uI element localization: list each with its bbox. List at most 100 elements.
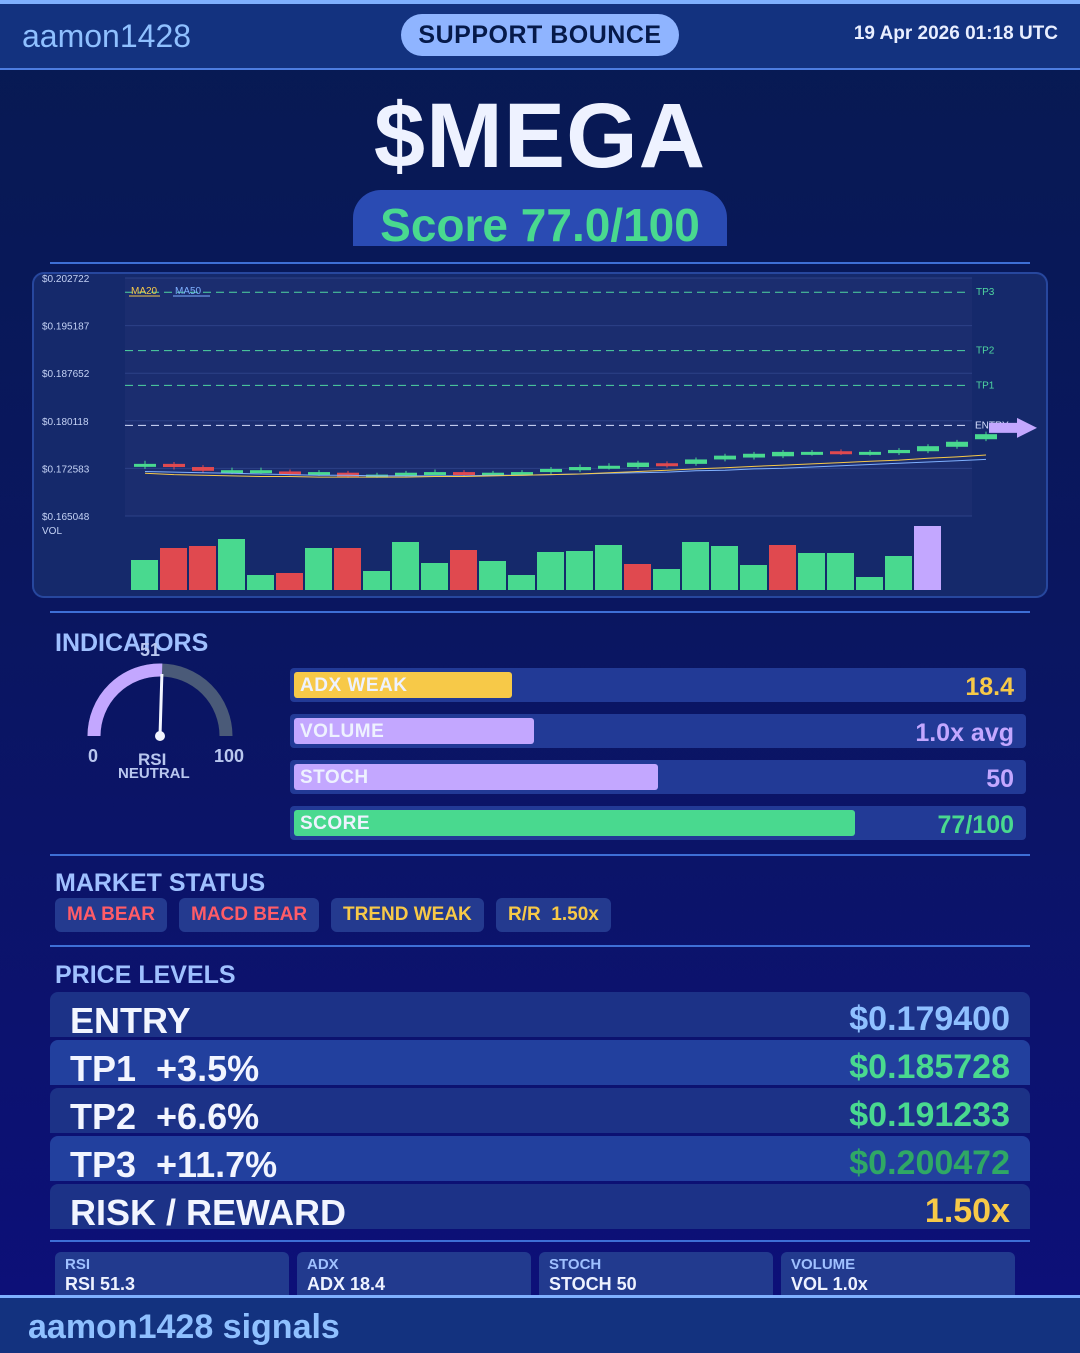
candle-body [743,453,765,458]
volume-bar [363,571,390,590]
section-divider [50,1240,1030,1242]
indicator-bar-value: 1.0x avg [915,719,1014,747]
level-line-label: TP2 [976,346,995,357]
chart-plot-area [125,278,972,516]
candle-body [888,449,910,454]
indicator-bar-stoch: STOCH 50 [290,760,1026,794]
volume-bar [218,539,245,590]
volume-bar [769,545,796,590]
candle-body [221,470,243,474]
indicator-bar-label: VOLUME [300,721,385,742]
level-name: TP1 +3.5% [70,1048,260,1089]
y-tick-label: $0.202722 [42,274,90,285]
volume-bar [247,575,274,590]
summary-card-label: STOCH [549,1256,602,1273]
volume-bar [160,548,187,590]
summary-card-value: STOCH 50 [549,1274,637,1294]
candle-body [685,459,707,464]
volume-bar [450,550,477,590]
volume-bar [276,573,303,590]
summary-card-label: RSI [65,1256,91,1273]
status-tag-trend: TREND WEAK [331,898,484,932]
volume-bar [798,553,825,590]
summary-card-value: VOL 1.0x [791,1274,868,1294]
indicator-bar-fill [294,810,855,836]
level-name: RISK / REWARD [70,1192,347,1233]
volume-bar [885,556,912,590]
indicator-bar-value: 18.4 [965,673,1014,701]
candle-body [801,451,823,455]
footer-bar: aamon1428 signals [0,1295,1080,1353]
candle-body [656,463,678,467]
volume-bar [508,575,535,590]
indicator-bar-label: ADX WEAK [300,675,408,696]
rsi-gauge-pivot [155,731,165,741]
rsi-gauge-min: 0 [88,746,99,766]
volume-label: VOL [42,526,62,537]
legend-ma50: MA50 [175,286,202,297]
volume-bar [392,542,419,590]
candle-body [772,451,794,457]
level-row-risk-reward: RISK / REWARD 1.50x [50,1184,1030,1233]
indicators-title: INDICATORS [55,629,209,657]
level-line-label: TP1 [976,380,995,391]
level-row-tp2: TP2 +6.6% $0.191233 [50,1088,1030,1137]
level-name: TP2 +6.6% [70,1096,260,1137]
candle-body [859,451,881,455]
price-levels-title: PRICE LEVELS [55,961,236,989]
level-row-tp3: TP3 +11.7% $0.200472 [50,1136,1030,1185]
ma20-line [144,454,987,478]
y-tick-label: $0.180118 [42,417,89,428]
candle-body [337,472,359,477]
score-divider [50,262,1030,264]
level-row-tp1: TP1 +3.5% $0.185728 [50,1040,1030,1089]
level-name: ENTRY [70,1000,191,1041]
volume-bar [131,560,158,590]
indicator-bar-adx: ADX WEAK 18.4 [290,668,1026,702]
volume-bar [305,548,332,590]
y-tick-label: $0.187652 [42,369,90,380]
volume-bar [566,551,593,590]
current-price-arrow [1017,417,1037,438]
volume-bar [856,577,883,590]
candle-body [627,462,649,468]
volume-bar [711,546,738,590]
candle-body [163,463,185,468]
indicator-bar-fill [294,764,658,790]
candle-body [917,446,939,452]
brand-name: aamon1428 [22,18,192,54]
candle-body [453,472,475,476]
candle-body [830,451,852,455]
candle-body [540,468,562,473]
volume-bar [595,545,622,590]
level-price: $0.200472 [849,1144,1010,1182]
section-divider [50,945,1030,947]
summary-card-value: ADX 18.4 [307,1274,386,1294]
status-tag-ma: MA BEAR [55,898,167,932]
summary-card-adx: ADX ADX 18.4 [297,1252,531,1296]
candle-body [192,467,214,471]
indicator-bar-label: STOCH [300,767,369,788]
timestamp: 19 Apr 2026 01:18 UTC [853,23,1058,44]
section-divider [50,611,1030,613]
volume-bar [189,546,216,590]
rsi-gauge-state: NEUTRAL [118,765,190,782]
summary-card-label: VOLUME [791,1256,856,1273]
status-tag-rr: R/R 1.50x [496,898,611,932]
score-label: Score 77.0/100 [380,199,700,246]
volume-bar [537,552,564,590]
indicator-bar-fill [294,672,512,698]
volume-bar [827,553,854,590]
rsi-gauge-fill [87,663,163,737]
volume-bar [740,565,767,590]
rsi-gauge-needle [158,673,164,737]
summary-card-volume: VOLUME VOL 1.0x [781,1252,1015,1296]
volume-bar [914,526,941,590]
volume-bar [624,564,651,590]
y-tick-label: $0.165048 [42,512,90,523]
level-price: $0.179400 [849,1000,1010,1038]
indicator-bar-label: SCORE [300,813,371,834]
summary-card-label: ADX [307,1256,339,1273]
signal-badge: SUPPORT BOUNCE [401,14,679,56]
indicator-bar-fill [294,718,534,744]
